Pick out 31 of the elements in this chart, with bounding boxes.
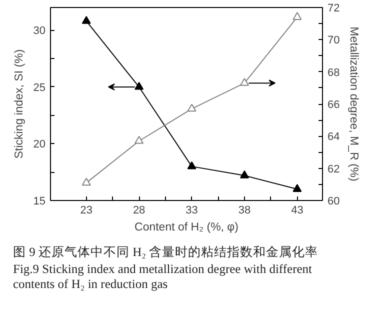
point (292, 184, 302, 192)
point (187, 104, 196, 112)
x-tick-label: 33 (186, 204, 198, 216)
point (240, 78, 249, 86)
y2-tick-label: 62 (328, 163, 340, 176)
y2-tick-label: 70 (328, 34, 340, 47)
point (187, 161, 196, 170)
y2-tick-label: 72 (328, 2, 340, 14)
point (134, 82, 144, 90)
x-tick-label: 28 (132, 204, 146, 216)
y2-tick-label: 64 (328, 131, 340, 144)
y2-axis-title: Metallization degree, M_R (%) (348, 26, 360, 182)
y-tick-label: 25 (33, 82, 46, 94)
y-tick-label: 30 (33, 25, 46, 38)
point (82, 16, 91, 24)
point (82, 178, 91, 186)
caption: 图 9 还原气体中不同 H₂ 含量时的粘结指数和金属化率 (13, 245, 320, 260)
y2-tick-label: 60 (328, 196, 340, 208)
y2-tick-label: 68 (328, 66, 340, 79)
point (134, 136, 144, 144)
y-axis-title: Sticking index, SI (%) (13, 49, 26, 159)
y-tick-label: 15 (33, 196, 46, 208)
caption: Fig.9 Sticking index and metallization degree with different contents of H₂ in reduction gas (13, 262, 313, 292)
x-tick-label: 43 (291, 204, 304, 216)
x-axis-title: Content of H₂ (%, φ) (134, 222, 239, 234)
x-tick-label: 23 (80, 204, 92, 216)
y-tick-label: 20 (33, 138, 46, 151)
point (292, 12, 302, 20)
y2-tick-label: 66 (328, 99, 340, 111)
x-tick-label: 38 (238, 204, 251, 216)
point (240, 170, 249, 178)
